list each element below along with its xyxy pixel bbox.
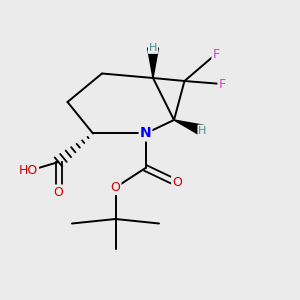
Text: HO: HO — [19, 164, 38, 178]
Text: H: H — [149, 43, 157, 53]
Text: O: O — [111, 181, 120, 194]
Polygon shape — [148, 48, 158, 78]
Polygon shape — [174, 120, 204, 136]
Text: F: F — [212, 47, 220, 61]
Text: N: N — [140, 127, 151, 140]
Text: F: F — [218, 77, 226, 91]
Text: O: O — [172, 176, 182, 190]
Text: O: O — [54, 185, 63, 199]
Text: H: H — [198, 125, 207, 136]
